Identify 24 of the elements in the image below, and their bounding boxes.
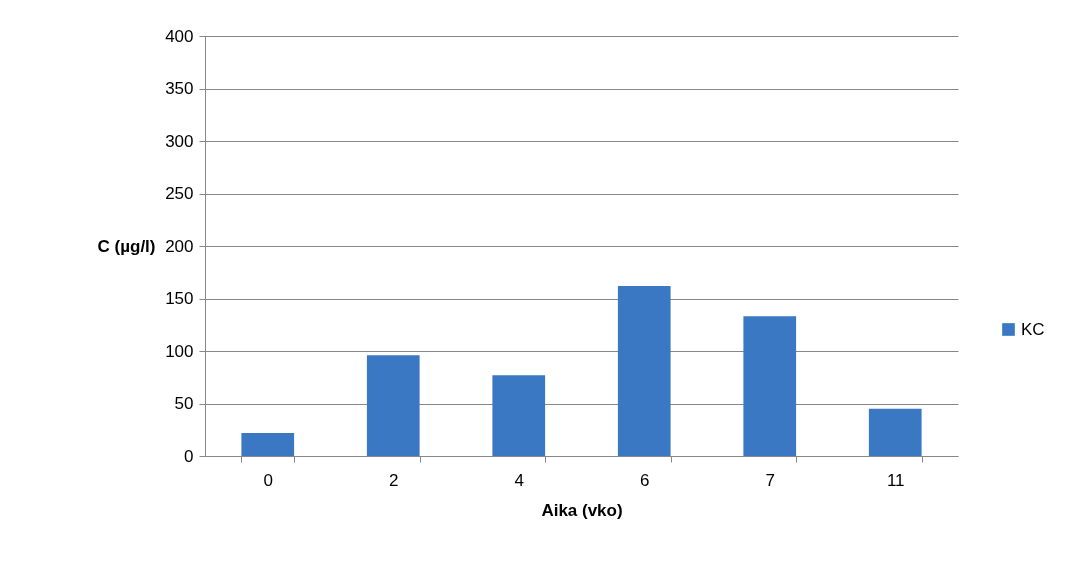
bar bbox=[241, 432, 295, 456]
y-tick-label: 50 bbox=[174, 394, 194, 413]
x-tick-label: 4 bbox=[514, 470, 524, 490]
x-tick-label: 11 bbox=[886, 470, 905, 490]
bar bbox=[868, 408, 922, 456]
y-tick-label: 200 bbox=[165, 236, 194, 256]
x-tick-label: 2 bbox=[389, 470, 399, 490]
x-tick-label: 6 bbox=[640, 470, 650, 490]
y-axis-title: C (µg/l) bbox=[97, 236, 156, 256]
bar bbox=[492, 375, 546, 456]
y-tick-label: 300 bbox=[165, 131, 194, 151]
bar bbox=[743, 316, 797, 456]
y-tick-label: 0 bbox=[184, 446, 194, 466]
legend-label: KC bbox=[1021, 319, 1045, 339]
bar bbox=[617, 285, 671, 456]
y-tick-label: 100 bbox=[165, 341, 194, 361]
y-tick-label: 150 bbox=[165, 289, 194, 308]
x-tick-label: 0 bbox=[263, 470, 273, 490]
y-tick-label: 400 bbox=[165, 26, 194, 46]
y-tick-label: 250 bbox=[165, 184, 194, 203]
y-tick-label: 350 bbox=[165, 79, 194, 98]
x-axis-title: Aika (vko) bbox=[541, 500, 623, 520]
bar bbox=[366, 355, 420, 456]
x-tick-label: 7 bbox=[765, 470, 775, 490]
